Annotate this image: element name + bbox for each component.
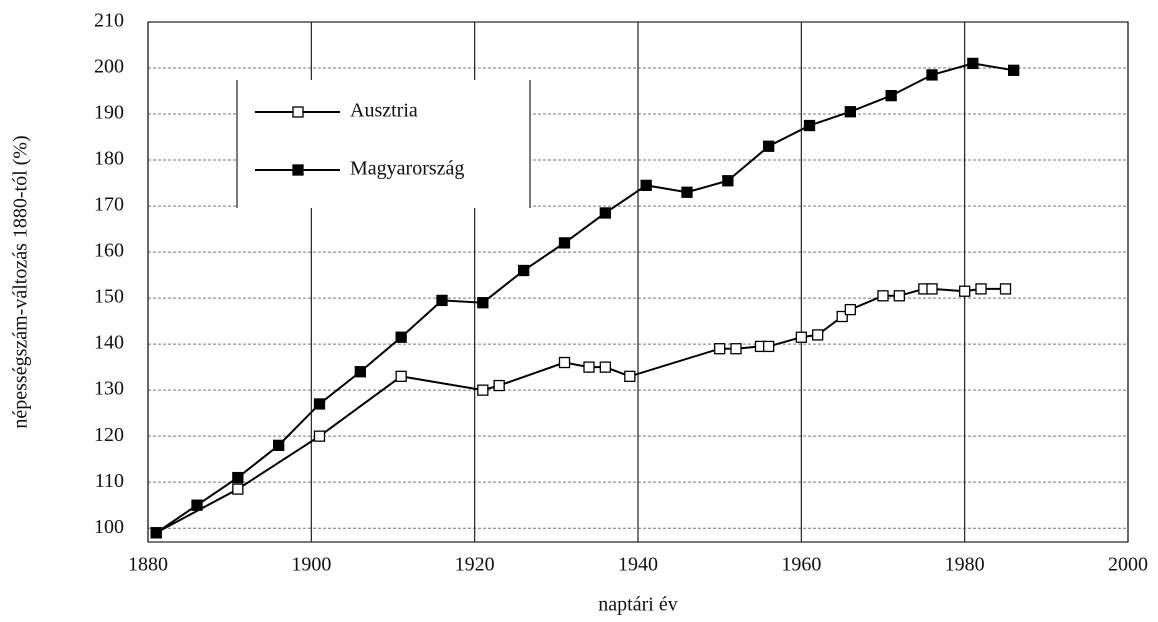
legend-label: Magyarország [350,158,464,180]
data-point [763,140,775,152]
data-point [640,179,652,192]
legend-label: Ausztria [350,100,418,122]
data-point [1008,64,1020,76]
plot-frame [147,21,1129,543]
legend-marker [292,164,304,176]
data-point [599,361,611,373]
data-point [681,186,693,198]
y-tick-label: 170 [94,194,124,216]
data-point [395,331,407,343]
x-tick-label: 1980 [945,554,985,576]
x-tick-label: 1940 [618,554,658,576]
data-point [999,283,1012,295]
data-point [558,237,571,249]
x-axis-label: naptári év [598,594,677,616]
data-point [722,175,734,187]
data-point [599,207,611,219]
data-point [844,106,856,118]
y-tick-label: 180 [94,148,124,170]
data-point [803,119,816,132]
data-point [926,283,938,295]
data-point [877,290,889,302]
y-tick-label: 190 [94,102,124,124]
y-tick-label: 150 [94,286,124,308]
x-tick-label: 2000 [1108,554,1148,576]
data-point [967,57,979,70]
data-point [191,499,203,511]
series-line [155,62,1014,534]
data-point [624,370,636,382]
y-tick-label: 120 [94,424,124,446]
data-point [313,430,326,442]
y-tick-label: 210 [94,10,124,32]
y-tick-label: 140 [94,332,124,354]
data-point [232,483,244,495]
data-point [477,297,489,309]
data-point [714,343,726,355]
y-axis-label: népességszám-változás 1880-tól (%) [10,135,32,428]
series-line [155,287,1006,534]
data-point [493,379,505,392]
data-point [926,69,938,81]
x-tick-label: 1960 [781,554,821,576]
x-tick-label: 1900 [291,554,331,576]
data-point [975,283,987,295]
data-point [795,331,807,343]
data-point [885,89,897,102]
data-point [273,439,285,452]
data-point [812,329,824,341]
data-point [150,527,162,539]
data-point [436,294,448,307]
y-tick-label: 100 [94,516,124,538]
data-point [836,310,848,323]
y-tick-label: 200 [94,56,124,78]
data-point [844,303,856,316]
y-tick-label: 160 [94,240,124,262]
data-point [518,264,530,277]
data-point [354,366,366,378]
data-point [893,290,905,302]
y-tick-label: 130 [94,378,124,400]
y-tick-label: 110 [95,470,124,492]
data-point [232,471,244,484]
data-point [558,356,571,369]
x-tick-label: 1880 [128,554,168,576]
data-point [583,361,595,373]
data-point [395,370,407,382]
data-point [730,343,742,355]
data-point [763,340,775,353]
x-tick-label: 1920 [455,554,495,576]
legend-marker [292,106,304,118]
data-point [477,384,489,396]
legend-box [237,80,530,208]
data-point [313,398,326,410]
data-point [959,285,971,297]
